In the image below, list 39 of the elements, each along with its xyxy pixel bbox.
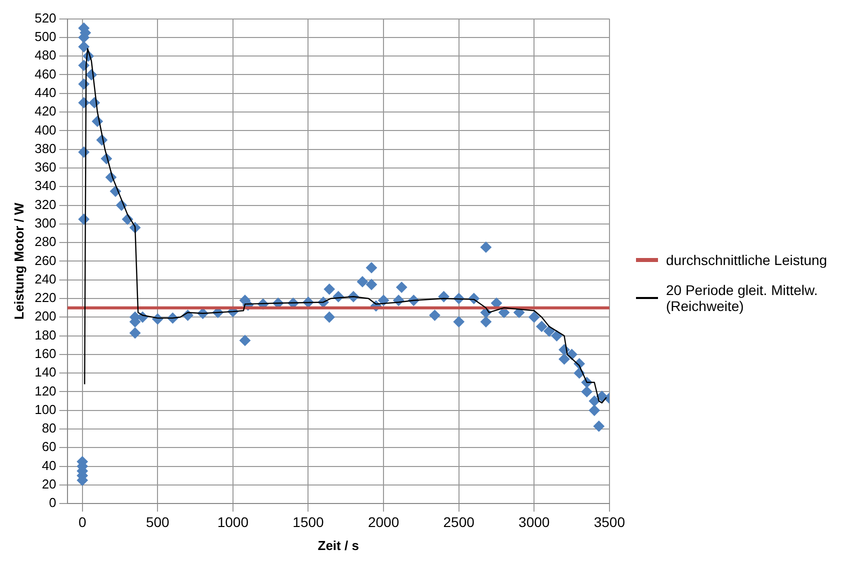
y-tick-label: 160 [34,346,56,362]
y-tick-label: 480 [34,48,56,63]
y-tick-label: 300 [34,215,56,230]
y-tick-label: 40 [42,458,56,473]
x-tick-label: 0 [78,514,86,530]
y-tick-label: 340 [34,178,56,194]
x-tick-label: 3000 [518,514,550,530]
y-tick-label: 320 [34,196,56,212]
y-tick-label: 0 [49,495,56,510]
y-axis-title: Leistung Motor / W [11,202,26,320]
y-tick-label: 100 [34,402,56,417]
y-tick-label: 420 [34,104,56,119]
x-tick-label: 1500 [292,514,324,530]
legend-label: 20 Periode gleit. Mittelw. (Reichweite) [666,282,819,314]
x-axis-title: Zeit / s [318,538,359,553]
y-tick-label: 360 [34,160,56,175]
y-tick-label: 120 [34,383,56,398]
y-tick-label: 400 [34,122,56,138]
y-tick-label: 380 [34,140,56,156]
y-tick-label: 180 [34,327,56,342]
x-tick-label: 1000 [217,514,249,530]
x-tick-label: 2500 [443,514,475,530]
y-tick-label: 280 [34,234,56,250]
y-tick-label: 240 [34,271,56,286]
y-tick-label: 520 [34,10,56,26]
y-tick-label: 60 [42,439,56,454]
y-tick-label: 20 [42,476,56,492]
x-tick-label: 2000 [368,514,400,530]
y-tick-label: 200 [34,308,56,324]
y-tick-label: 80 [42,420,56,436]
y-tick-label: 440 [34,84,56,100]
y-tick-label: 460 [34,66,56,82]
legend-label: durchschnittliche Leistung [666,252,828,268]
y-tick-label: 260 [34,252,56,268]
y-tick-label: 220 [34,290,56,306]
y-tick-label: 500 [34,29,56,44]
x-tick-label: 500 [146,514,170,530]
y-tick-label: 140 [34,364,56,380]
x-tick-label: 3500 [594,514,626,530]
